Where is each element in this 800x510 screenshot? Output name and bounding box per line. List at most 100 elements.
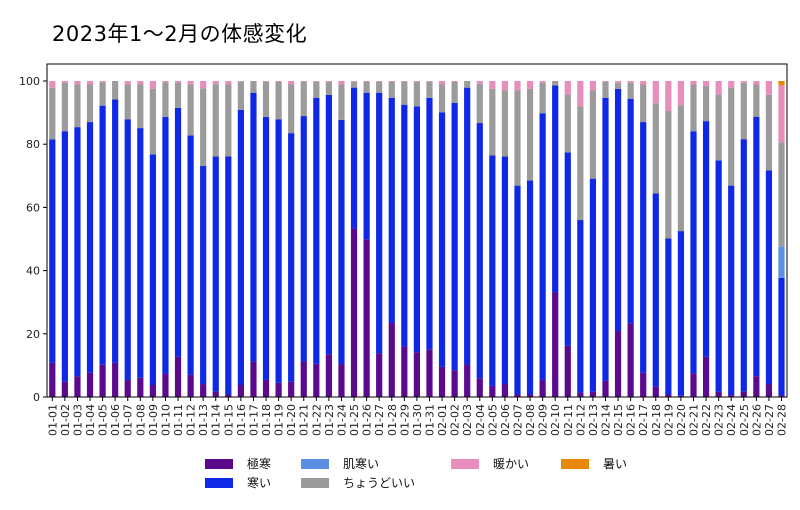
bar-segment-02-22-0 (702, 356, 710, 397)
bar-segment-01-02-4 (61, 81, 68, 83)
bar-segment-01-09-3 (149, 88, 156, 155)
bar-segment-02-04-3 (476, 83, 483, 124)
bar-segment-02-27-4 (765, 81, 773, 95)
bar-segment-02-18-1 (652, 193, 659, 387)
bar-segment-02-17-4 (640, 81, 647, 85)
x-tick-label: 01-25 (348, 404, 361, 436)
bar-segment-02-15-4 (614, 81, 622, 83)
bar-segment-01-08-1 (137, 128, 144, 378)
bar-segment-01-15-3 (225, 84, 232, 157)
bar-segment-02-21-0 (690, 373, 697, 397)
bar-segment-01-02-0 (61, 381, 68, 397)
chart-title: 2023年1〜2月の体感変化 (52, 22, 308, 46)
bar-segment-02-23-4 (715, 81, 722, 95)
bar-segment-01-12-0 (187, 374, 194, 397)
bar-segment-02-15-1 (614, 88, 622, 331)
legend-label: 暖かい (493, 457, 530, 471)
bar-segment-01-24-3 (338, 84, 345, 120)
x-tick-label: 01-23 (323, 404, 336, 436)
x-tick-label: 01-12 (185, 404, 198, 436)
bar-segment-01-21-4 (300, 81, 307, 82)
bar-segment-02-11-3 (564, 94, 571, 153)
x-tick-label: 02-22 (700, 404, 713, 436)
bar-segment-01-16-0 (237, 384, 244, 397)
bar-segment-02-13-0 (589, 391, 597, 397)
bar-segment-02-12-4 (577, 81, 584, 107)
x-tick-label: 01-02 (59, 404, 72, 436)
bar-segment-01-20-1 (288, 133, 295, 382)
bar-segment-02-20-4 (677, 81, 685, 106)
bar-segment-01-13-3 (200, 88, 207, 167)
bar-segment-01-08-3 (137, 84, 144, 129)
x-tick-label: 01-10 (159, 404, 172, 436)
bar-segment-02-01-1 (438, 112, 446, 367)
bar-segment-02-08-3 (526, 88, 534, 181)
x-tick-label: 02-27 (763, 404, 776, 436)
y-tick-label: 100 (19, 75, 40, 88)
x-tick-label: 02-11 (562, 404, 575, 436)
x-tick-label: 02-03 (461, 404, 474, 436)
bar-segment-02-28-2 (778, 246, 785, 278)
bar-segment-02-09-0 (539, 379, 546, 397)
bar-segment-02-02-0 (451, 370, 458, 397)
bar-segment-01-01-3 (49, 87, 56, 140)
bar-segment-01-31-4 (426, 81, 433, 82)
x-tick-label: 01-24 (335, 404, 348, 436)
legend-item-comfortable: ちょうどいい (301, 474, 415, 491)
x-tick-label: 02-23 (713, 404, 726, 436)
x-tick-label: 01-26 (361, 404, 374, 436)
bar-segment-02-16-4 (627, 81, 634, 83)
bar-segment-02-14-0 (602, 380, 609, 397)
legend: 極寒 肌寒い 暖かい 暑い 寒い ちょうどいい (205, 455, 665, 495)
bar-segment-01-22-1 (313, 97, 320, 364)
x-tick-label: 01-19 (273, 404, 286, 436)
bar-segment-01-15-0 (225, 394, 232, 397)
bar-segment-02-13-1 (589, 178, 597, 392)
bar-segment-01-01-4 (49, 81, 56, 88)
bar-segment-02-08-1 (526, 180, 534, 395)
legend-swatch (561, 458, 589, 469)
bar-segment-01-04-3 (86, 84, 94, 123)
x-tick-label: 02-12 (574, 404, 587, 436)
bar-segment-02-01-4 (438, 81, 446, 85)
x-tick-label: 02-05 (486, 404, 499, 436)
bar-segment-01-19-1 (275, 119, 282, 383)
bar-segment-01-15-4 (225, 81, 232, 85)
bar-segment-01-14-1 (212, 156, 219, 392)
bar-segment-02-10-0 (552, 292, 559, 397)
bar-segment-02-21-3 (690, 84, 697, 132)
bar-segment-01-22-0 (313, 363, 320, 397)
x-tick-label: 02-24 (725, 404, 738, 436)
bar-segment-02-27-0 (765, 384, 773, 397)
legend-swatch (301, 458, 329, 469)
y-tick-label: 80 (26, 138, 40, 151)
x-tick-label: 02-16 (625, 404, 638, 436)
x-tick-label: 01-01 (46, 404, 59, 436)
bar-segment-02-06-0 (501, 384, 509, 397)
bar-segment-01-15-1 (225, 156, 232, 395)
bar-segment-02-11-4 (564, 81, 571, 95)
bar-segment-01-06-0 (112, 362, 119, 397)
legend-item-chilly: 肌寒い (301, 455, 379, 472)
bar-segment-02-18-3 (652, 103, 659, 194)
bar-segment-01-04-1 (86, 122, 94, 373)
bar-segment-01-11-3 (174, 82, 182, 108)
bar-segment-02-28-0 (778, 395, 785, 397)
x-tick-label: 01-21 (298, 404, 311, 436)
bar-segment-01-06-3 (112, 81, 119, 100)
x-tick-label: 02-13 (587, 404, 600, 436)
x-tick-label: 02-14 (599, 404, 612, 436)
bar-segment-01-05-3 (99, 82, 106, 106)
x-tick-label: 01-17 (247, 404, 260, 436)
bar-segment-01-29-1 (401, 104, 408, 347)
bar-segment-02-25-0 (740, 391, 747, 397)
x-tick-label: 01-30 (411, 404, 424, 436)
bar-segment-01-24-4 (338, 81, 345, 85)
legend-label: 暑い (603, 457, 628, 471)
bar-segment-01-13-4 (200, 81, 207, 89)
x-axis: 01-01 01-02 01-03 01-04 01-05 01-06 01-07 01-08… (46, 397, 789, 436)
bar-segment-01-05-1 (99, 105, 106, 365)
x-tick-label: 02-09 (537, 404, 550, 436)
bar-segment-02-04-4 (476, 81, 483, 84)
bar-segment-01-16-1 (237, 109, 244, 385)
